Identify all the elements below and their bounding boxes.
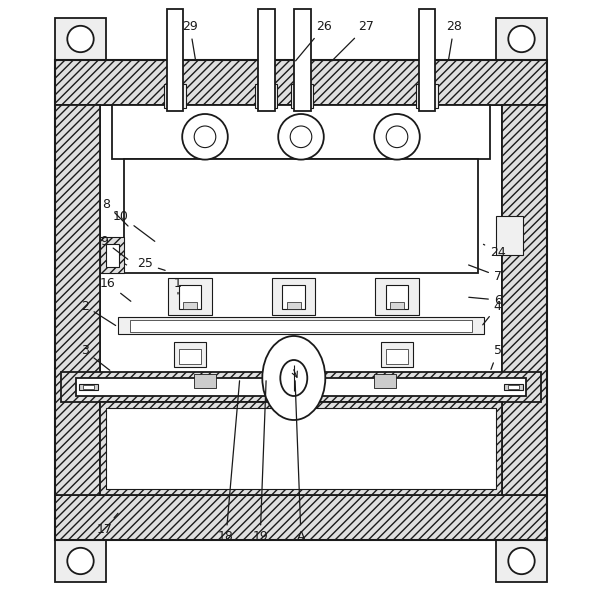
Circle shape xyxy=(290,126,312,148)
Bar xyxy=(255,84,277,108)
Circle shape xyxy=(278,114,324,160)
Text: 24: 24 xyxy=(483,244,506,259)
Text: 6: 6 xyxy=(469,293,501,307)
Bar xyxy=(55,537,106,582)
Bar xyxy=(291,84,313,108)
Bar xyxy=(418,9,435,111)
Circle shape xyxy=(182,114,228,160)
Bar xyxy=(100,237,124,273)
Bar xyxy=(106,244,119,267)
Bar xyxy=(55,495,547,540)
Text: 4: 4 xyxy=(483,299,501,325)
Bar xyxy=(294,9,311,111)
Bar xyxy=(278,342,309,367)
Bar xyxy=(83,385,94,389)
Circle shape xyxy=(508,26,535,52)
Bar xyxy=(496,537,547,582)
Circle shape xyxy=(67,548,94,574)
Bar xyxy=(283,349,305,364)
Bar xyxy=(508,385,519,389)
Bar xyxy=(179,285,202,309)
Bar xyxy=(100,402,502,495)
Text: A: A xyxy=(295,381,305,544)
Bar xyxy=(55,105,100,495)
Bar xyxy=(496,216,523,255)
Bar xyxy=(106,408,496,489)
Circle shape xyxy=(67,26,94,52)
Bar xyxy=(124,159,478,273)
Bar xyxy=(390,302,404,309)
Bar xyxy=(496,18,547,63)
Bar xyxy=(376,278,418,315)
Text: 17: 17 xyxy=(96,513,118,536)
Bar xyxy=(100,105,502,495)
Text: 27: 27 xyxy=(332,20,374,61)
Bar xyxy=(55,18,106,63)
Bar xyxy=(386,285,408,309)
Bar xyxy=(382,342,412,367)
Bar xyxy=(130,320,472,332)
Text: 26: 26 xyxy=(296,20,332,61)
Bar xyxy=(416,84,438,108)
Bar xyxy=(169,278,211,315)
Bar xyxy=(502,105,547,495)
Bar xyxy=(112,105,490,159)
Bar xyxy=(386,349,408,364)
Bar xyxy=(55,60,547,540)
Bar xyxy=(258,9,275,111)
Bar xyxy=(76,378,526,396)
Text: 19: 19 xyxy=(252,381,268,544)
Text: 7: 7 xyxy=(468,265,502,283)
Bar xyxy=(79,384,98,390)
Circle shape xyxy=(374,114,420,160)
Circle shape xyxy=(508,548,535,574)
Text: 16: 16 xyxy=(100,277,131,301)
Text: 1: 1 xyxy=(174,277,182,294)
Text: 5: 5 xyxy=(491,344,502,370)
Text: 29: 29 xyxy=(182,20,198,60)
Bar xyxy=(287,302,301,309)
Bar xyxy=(504,384,523,390)
Text: 9: 9 xyxy=(101,235,128,259)
Bar xyxy=(61,372,541,402)
Ellipse shape xyxy=(262,336,325,420)
Bar xyxy=(175,342,206,367)
Text: 2: 2 xyxy=(81,299,116,326)
Text: 28: 28 xyxy=(446,20,462,60)
Text: 8: 8 xyxy=(102,197,128,226)
Bar xyxy=(272,278,315,315)
Bar xyxy=(374,374,396,388)
Circle shape xyxy=(386,126,408,148)
Bar xyxy=(179,349,201,364)
Text: 10: 10 xyxy=(113,209,155,241)
Bar xyxy=(183,302,197,309)
Circle shape xyxy=(194,126,216,148)
Text: 18: 18 xyxy=(218,381,240,544)
Bar xyxy=(283,374,305,388)
Bar xyxy=(167,9,184,111)
Bar xyxy=(164,84,186,108)
Text: 25: 25 xyxy=(137,257,165,271)
Bar xyxy=(194,374,216,388)
Bar xyxy=(55,60,547,105)
Ellipse shape xyxy=(281,360,307,396)
Bar xyxy=(282,285,305,309)
Text: 3: 3 xyxy=(81,344,110,370)
Bar xyxy=(118,317,484,334)
